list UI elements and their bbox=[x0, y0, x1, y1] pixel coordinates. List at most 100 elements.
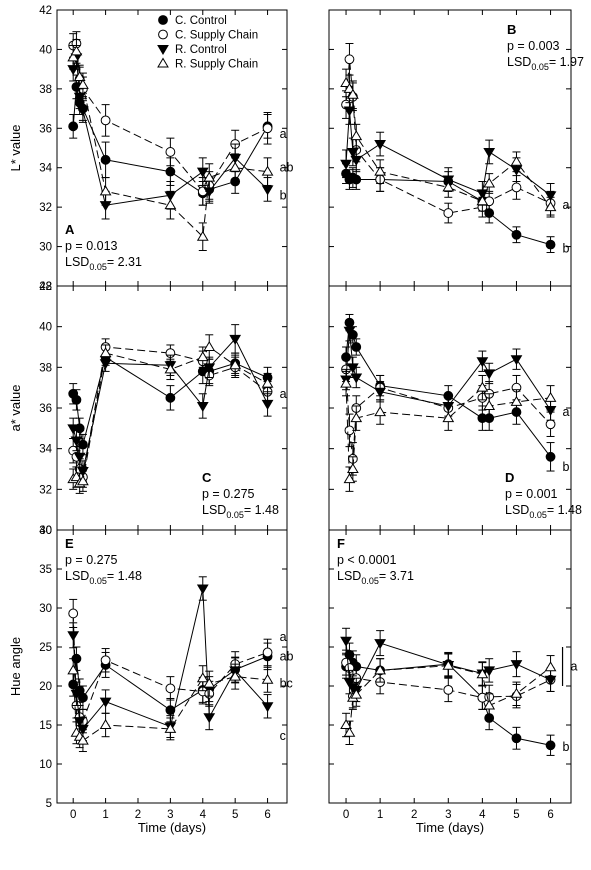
lsd-subscript: 0.05 bbox=[361, 576, 379, 586]
data-point bbox=[77, 734, 89, 745]
data-point bbox=[164, 199, 177, 210]
lsd-value: = 3.71 bbox=[379, 569, 414, 583]
lsd-text: LSD0.05= 3.71 bbox=[337, 569, 414, 586]
data-point bbox=[262, 123, 273, 134]
data-point bbox=[99, 697, 112, 708]
lsd-subscript: 0.05 bbox=[531, 62, 549, 72]
group-label: bc bbox=[280, 677, 293, 691]
data-point bbox=[196, 351, 209, 362]
x-tick-label: 3 bbox=[445, 809, 451, 821]
p-value-text: p = 0.013 bbox=[65, 239, 118, 253]
data-point bbox=[70, 436, 83, 447]
data-point bbox=[476, 195, 489, 206]
x-tick-label: 4 bbox=[200, 809, 207, 821]
group-label: b bbox=[280, 188, 287, 202]
data-point bbox=[73, 452, 86, 463]
data-point bbox=[483, 177, 496, 188]
x-tick-label: 1 bbox=[102, 809, 108, 821]
data-point bbox=[343, 106, 356, 117]
y-tick-label: 30 bbox=[39, 603, 52, 615]
data-point bbox=[343, 678, 356, 689]
data-point bbox=[476, 381, 489, 392]
x-tick-label: 6 bbox=[547, 809, 553, 821]
y-tick-label: 5 bbox=[46, 798, 52, 810]
data-point bbox=[483, 666, 496, 677]
group-label: a bbox=[563, 405, 570, 419]
data-point bbox=[165, 705, 176, 716]
y-tick-label: 10 bbox=[39, 759, 52, 771]
y-tick-label: 42 bbox=[39, 281, 52, 293]
panel-f: 0 1 2 3 4 5 6 b a Fp < 0.0001 LSD0.05= 3.71 bbox=[328, 529, 578, 821]
data-point bbox=[476, 668, 489, 679]
data-point bbox=[68, 121, 79, 132]
data-point bbox=[99, 719, 112, 729]
y-tick-label: 35 bbox=[39, 564, 52, 576]
data-point bbox=[196, 167, 209, 178]
data-point bbox=[203, 341, 216, 351]
x-tick-label: 4 bbox=[479, 809, 486, 821]
data-point bbox=[164, 363, 177, 374]
y-tick-label: 38 bbox=[39, 84, 52, 96]
data-point bbox=[340, 159, 352, 170]
series-r-supply-chain bbox=[340, 68, 557, 218]
group-label: ab bbox=[280, 161, 294, 175]
data-point bbox=[544, 391, 557, 402]
lsd-value: = 2.31 bbox=[107, 255, 142, 269]
series-line bbox=[72, 356, 268, 445]
series-line bbox=[345, 383, 551, 480]
p-value-text: p = 0.275 bbox=[202, 487, 255, 501]
data-point bbox=[510, 687, 523, 698]
data-point bbox=[261, 673, 274, 684]
panel-letter: C bbox=[202, 470, 212, 485]
data-point bbox=[510, 155, 523, 166]
data-point bbox=[350, 155, 363, 166]
data-point bbox=[340, 76, 352, 87]
x-tick-label: 2 bbox=[411, 809, 417, 821]
legend-label: C. Control bbox=[175, 15, 227, 27]
data-point bbox=[350, 373, 363, 384]
y-tick-label: 36 bbox=[39, 123, 52, 135]
y-axis-title: Hue angle bbox=[8, 637, 23, 696]
series-line bbox=[72, 49, 268, 238]
data-point bbox=[229, 161, 242, 172]
panel-letter: B bbox=[507, 22, 516, 37]
lsd-text: LSD0.05= 1.97 bbox=[507, 55, 584, 72]
series-r-supply-chain bbox=[340, 370, 557, 492]
data-point bbox=[196, 584, 209, 595]
y-axis-title: a* value bbox=[8, 385, 23, 432]
y-tick-label: 28 bbox=[39, 281, 52, 293]
data-point bbox=[196, 230, 209, 241]
data-point bbox=[196, 672, 209, 683]
group-label: a bbox=[280, 630, 287, 644]
data-point bbox=[442, 412, 455, 423]
data-point bbox=[351, 174, 362, 185]
data-point bbox=[261, 702, 274, 713]
data-point bbox=[70, 45, 83, 56]
lsd-subscript: 0.05 bbox=[89, 576, 107, 586]
data-point bbox=[203, 713, 216, 724]
lsd-subscript: 0.05 bbox=[89, 262, 107, 272]
y-tick-label: 15 bbox=[39, 720, 52, 732]
series-r-control bbox=[67, 576, 274, 742]
panel-frame bbox=[56, 529, 288, 804]
data-point bbox=[262, 647, 273, 658]
x-tick-label: 5 bbox=[513, 809, 519, 821]
series-r-control bbox=[340, 320, 557, 421]
data-point bbox=[165, 683, 176, 694]
x-tick-label: 5 bbox=[232, 809, 238, 821]
data-point bbox=[545, 419, 556, 430]
data-point bbox=[78, 692, 88, 703]
series-r-control bbox=[340, 96, 557, 208]
data-point bbox=[346, 463, 359, 473]
data-point bbox=[443, 685, 454, 695]
lsd-value: = 1.48 bbox=[244, 503, 279, 517]
panel-d: a b Dp = 0.001 LSD0.05= 1.48 bbox=[328, 285, 582, 531]
data-point bbox=[340, 377, 352, 388]
data-point bbox=[350, 412, 363, 423]
series-r-supply-chain bbox=[340, 653, 557, 745]
data-point bbox=[100, 115, 111, 126]
data-point bbox=[545, 451, 556, 462]
p-value-text: p = 0.001 bbox=[505, 487, 558, 501]
panel-letter: D bbox=[505, 470, 514, 485]
